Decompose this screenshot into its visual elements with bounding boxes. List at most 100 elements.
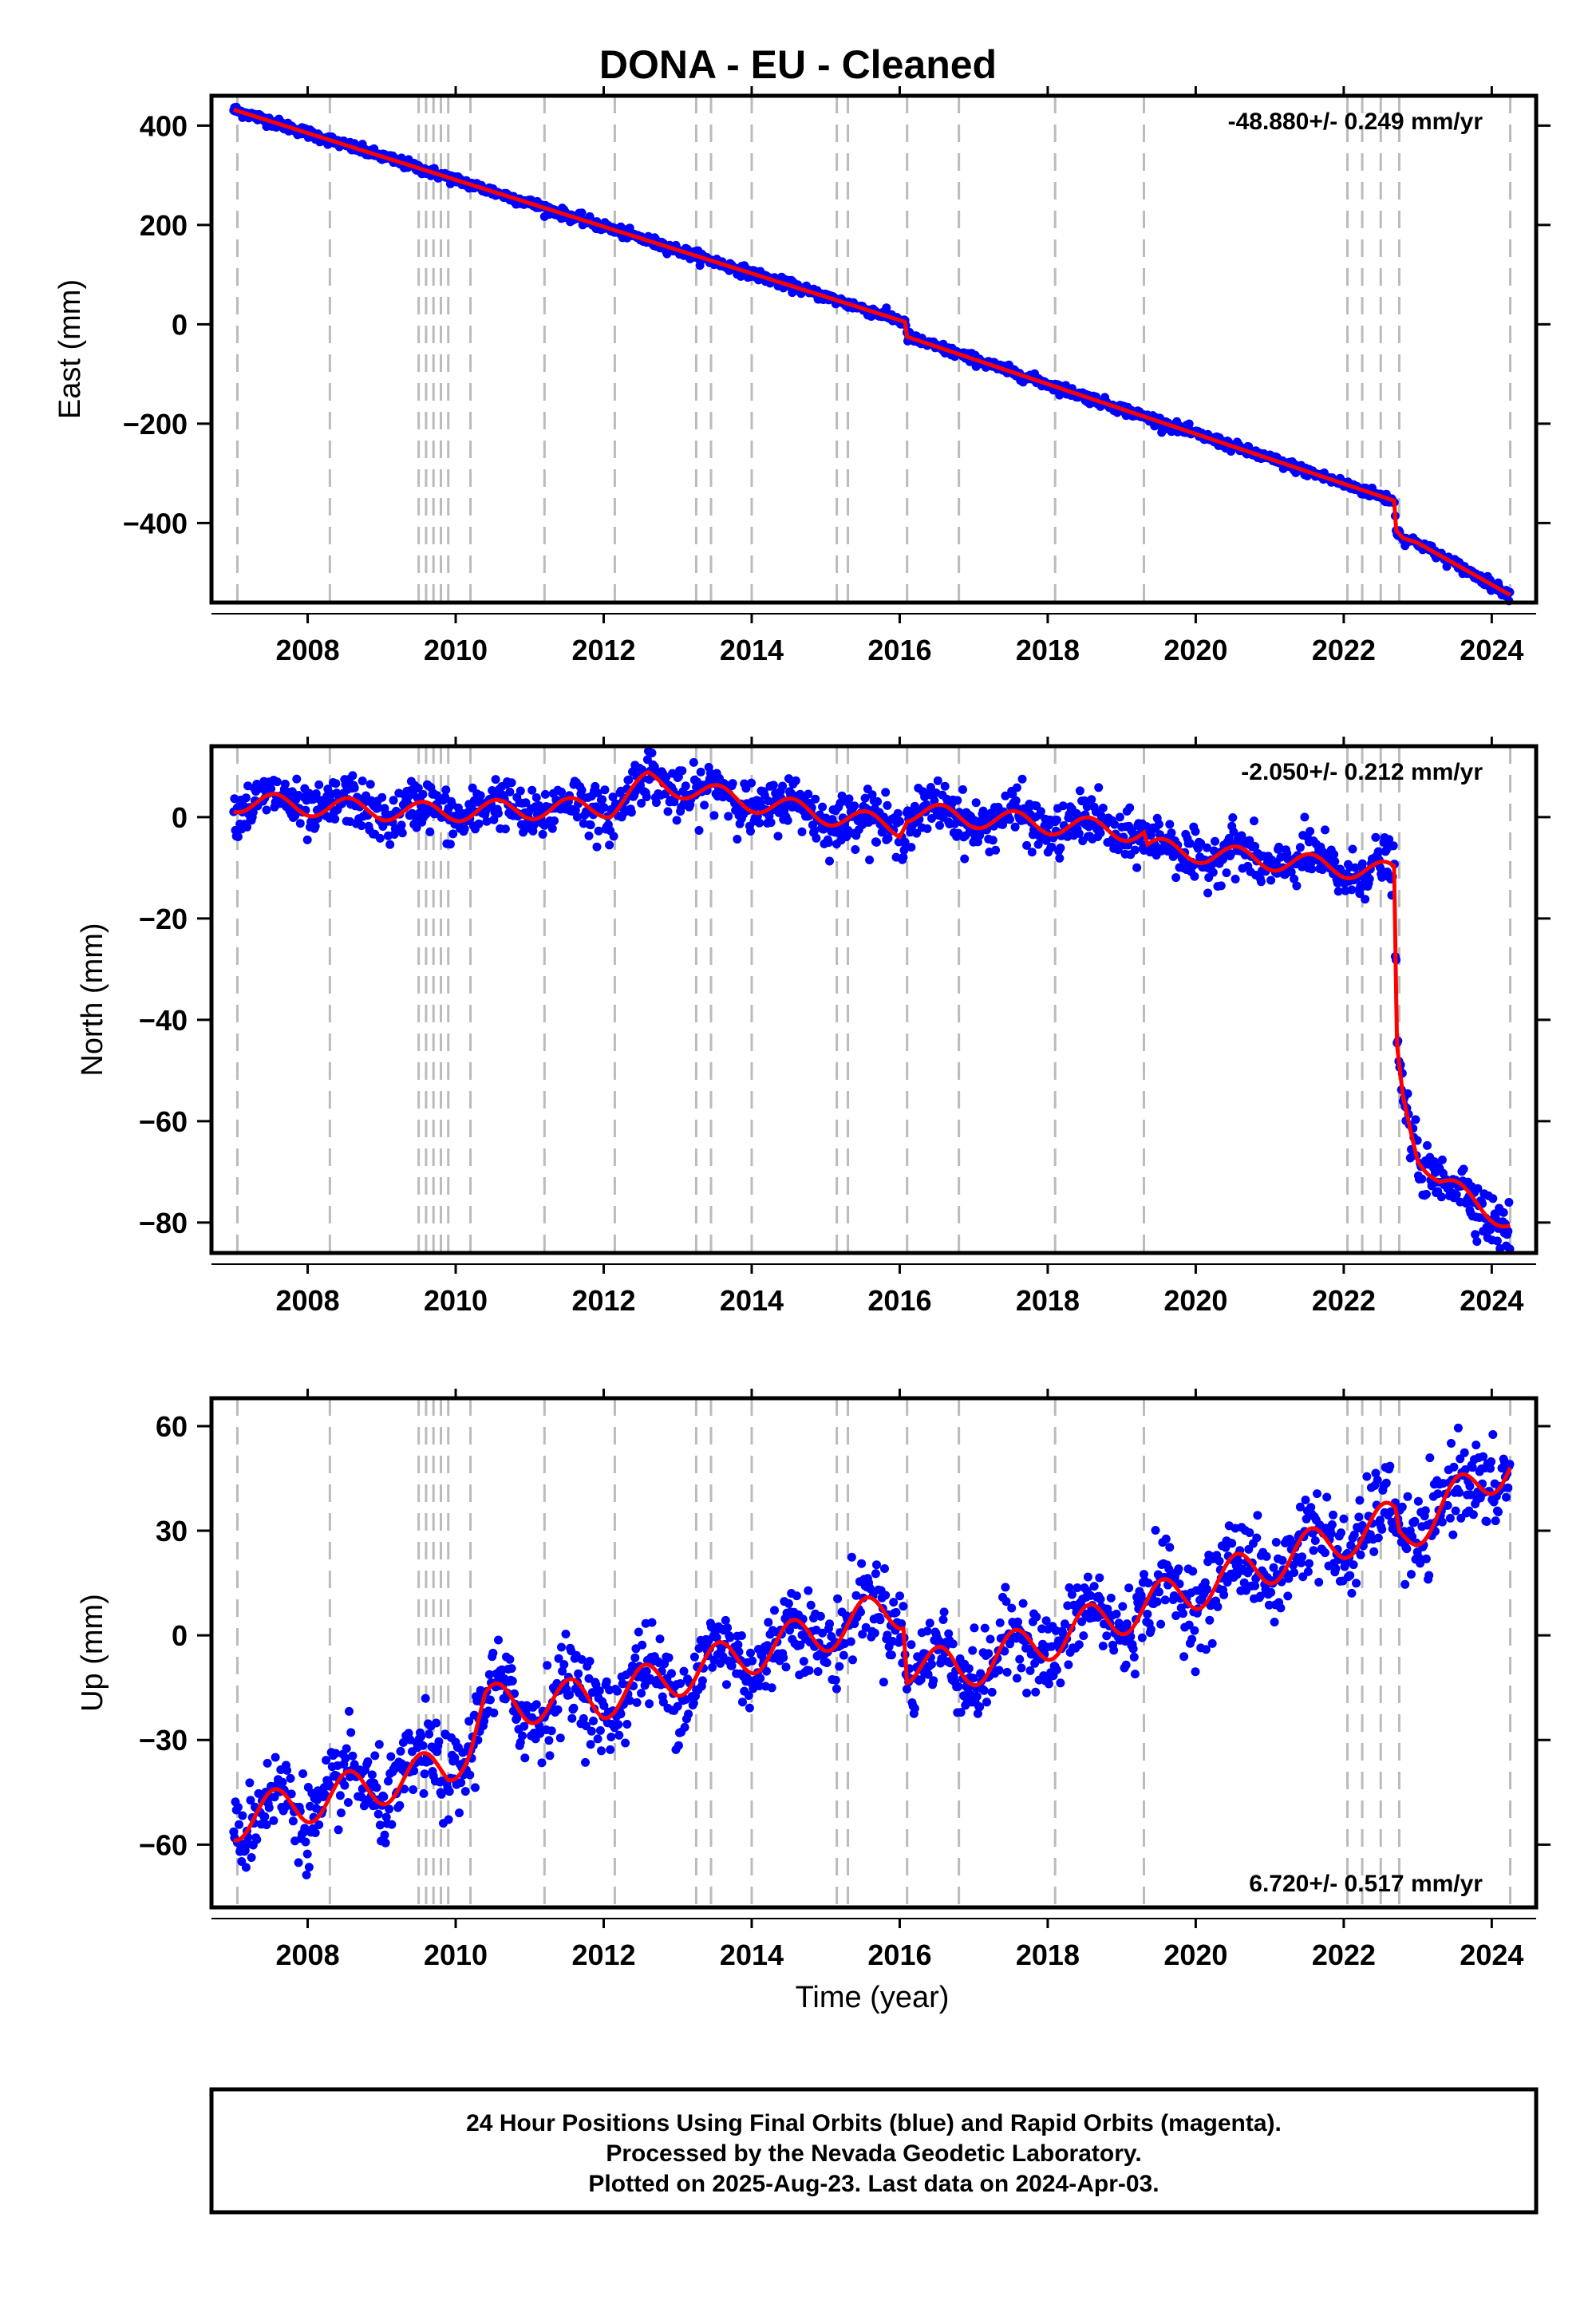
- north-data-point: [1055, 853, 1065, 863]
- up-data-point: [939, 1607, 949, 1617]
- up-data-point: [1052, 1665, 1061, 1674]
- north-data-point: [1208, 868, 1218, 877]
- up-data-point: [975, 1702, 985, 1712]
- north-data-point: [1389, 841, 1398, 851]
- east-x-tick-label: 2008: [276, 634, 340, 666]
- up-y-tick-label: −30: [139, 1724, 188, 1757]
- up-data-point: [507, 1664, 516, 1674]
- up-data-point: [1144, 1579, 1153, 1588]
- up-data-point: [1106, 1593, 1116, 1603]
- up-data-point: [1487, 1457, 1496, 1466]
- up-data-point: [1326, 1529, 1336, 1539]
- north-data-point: [605, 840, 614, 850]
- north-data-point: [521, 798, 531, 808]
- up-data-point: [304, 1863, 314, 1872]
- north-data-point: [1361, 895, 1370, 904]
- up-data-point: [870, 1628, 879, 1638]
- up-data-point: [334, 1825, 343, 1835]
- up-data-point: [1025, 1666, 1035, 1675]
- up-data-point: [1290, 1568, 1299, 1577]
- north-data-point: [991, 845, 1001, 855]
- up-data-point: [738, 1697, 747, 1707]
- north-data-point: [1295, 843, 1305, 852]
- north-data-point: [441, 785, 451, 795]
- north-data-point: [1087, 795, 1096, 804]
- up-data-point: [488, 1648, 498, 1658]
- up-data-point: [387, 1820, 397, 1829]
- north-data-point: [940, 781, 950, 791]
- up-data-point: [1064, 1660, 1073, 1670]
- up-data-point: [553, 1705, 563, 1714]
- up-data-point: [586, 1740, 595, 1749]
- up-data-point: [621, 1738, 630, 1748]
- up-data-point: [1352, 1579, 1361, 1588]
- north-data-point: [922, 824, 932, 833]
- north-data-point: [1306, 827, 1315, 836]
- up-data-point: [984, 1649, 994, 1658]
- north-data-point: [412, 823, 421, 832]
- up-data-point: [825, 1619, 834, 1629]
- up-data-point: [972, 1692, 982, 1701]
- north-data-point: [1488, 1194, 1498, 1203]
- up-data-point: [302, 1849, 312, 1859]
- north-data-point: [1190, 871, 1199, 881]
- up-data-point: [581, 1757, 590, 1767]
- up-data-point: [418, 1741, 428, 1750]
- east-x-tick-label: 2020: [1163, 634, 1227, 666]
- up-data-point: [1154, 1587, 1163, 1597]
- up-data-point: [569, 1703, 579, 1713]
- north-data-point: [314, 780, 324, 789]
- up-data-point: [1130, 1670, 1140, 1679]
- up-data-point: [1448, 1530, 1458, 1539]
- up-data-point: [1165, 1543, 1175, 1552]
- up-data-point: [708, 1662, 717, 1672]
- north-data-point: [295, 819, 305, 828]
- up-data-point: [1425, 1453, 1435, 1463]
- north-data-point: [489, 815, 499, 824]
- up-data-point: [471, 1783, 480, 1792]
- east-data-point: [882, 303, 891, 313]
- up-data-point: [764, 1618, 773, 1627]
- up-data-point: [679, 1666, 689, 1676]
- up-data-point: [363, 1757, 373, 1766]
- up-data-point: [380, 1830, 389, 1840]
- north-data-point: [482, 816, 492, 826]
- up-data-point: [241, 1863, 251, 1872]
- north-data-point: [358, 777, 367, 785]
- up-data-point: [737, 1631, 746, 1640]
- north-data-point: [768, 781, 778, 790]
- up-data-point: [1322, 1492, 1332, 1502]
- north-data-point: [1075, 786, 1084, 796]
- up-data-point: [455, 1808, 464, 1818]
- north-data-point: [413, 784, 423, 793]
- up-data-point: [1007, 1603, 1017, 1613]
- up-data-point: [645, 1699, 654, 1709]
- up-data-point: [638, 1640, 647, 1650]
- up-data-point: [1095, 1573, 1104, 1583]
- east-data-points: [229, 102, 1515, 606]
- up-data-point: [1377, 1524, 1387, 1534]
- up-data-point: [396, 1746, 405, 1756]
- north-data-point: [357, 821, 366, 831]
- up-data-point: [505, 1654, 515, 1664]
- north-data-point: [851, 845, 860, 854]
- north-data-point: [1011, 796, 1021, 805]
- up-data-point: [1356, 1550, 1365, 1559]
- up-data-point: [518, 1731, 527, 1741]
- north-data-point: [624, 775, 634, 785]
- up-data-point: [689, 1652, 699, 1662]
- up-data-point: [697, 1676, 707, 1686]
- up-data-point: [784, 1599, 793, 1608]
- up-data-point: [806, 1600, 816, 1610]
- up-data-point: [342, 1744, 351, 1753]
- up-data-point: [1146, 1625, 1156, 1634]
- footer-line-1: 24 Hour Positions Using Final Orbits (bl…: [466, 2110, 1282, 2136]
- north-data-point: [872, 837, 881, 847]
- north-data-point: [243, 822, 251, 832]
- north-data-point: [1203, 888, 1213, 898]
- north-data-point: [448, 829, 458, 839]
- up-data-point: [235, 1820, 243, 1829]
- up-data-point: [282, 1765, 292, 1775]
- up-data-point: [425, 1729, 434, 1739]
- east-panel: 2008 2010 2012 2014 2016 2018 2020 2022 2024 400…: [53, 86, 1551, 666]
